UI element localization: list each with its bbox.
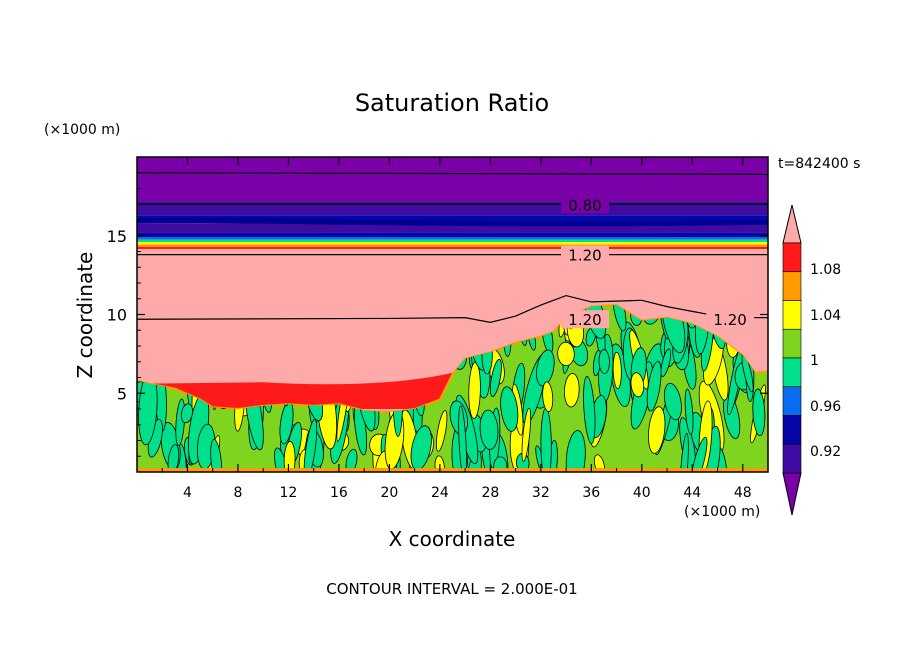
x-unit-label: (×1000 m) bbox=[684, 504, 760, 520]
contour-interval-footer: CONTOUR INTERVAL = 2.000E-01 bbox=[326, 580, 577, 598]
colorbar-swatch bbox=[782, 300, 802, 330]
contour-line-top bbox=[137, 172, 768, 175]
colorbar-swatch bbox=[782, 328, 802, 359]
x-tick-label: 24 bbox=[431, 485, 449, 501]
x-axis-label: X coordinate bbox=[389, 527, 516, 551]
upper-band-b bbox=[137, 201, 768, 216]
contour-label-3: 1.20 bbox=[713, 311, 746, 329]
y-tick-label: 10 bbox=[107, 306, 127, 325]
upper-band-i bbox=[137, 244, 768, 247]
upper-band-f bbox=[137, 237, 768, 240]
x-tick-label: 12 bbox=[280, 485, 298, 501]
colorbar-swatch bbox=[782, 271, 802, 301]
upper-band-e bbox=[137, 232, 768, 238]
contour-label-1: 1.20 bbox=[568, 247, 601, 265]
x-tick-label: 44 bbox=[683, 485, 701, 501]
upper-band-j bbox=[137, 246, 768, 250]
colorbar-top-arrow bbox=[782, 204, 802, 244]
x-tick-label: 16 bbox=[330, 485, 348, 501]
colorbar-swatch bbox=[782, 386, 802, 416]
colorbar-swatch bbox=[782, 357, 802, 388]
upper-band-d bbox=[137, 223, 768, 233]
colorbar-label: 1.08 bbox=[810, 262, 841, 278]
colorbar-label: 1 bbox=[810, 353, 819, 369]
time-label: t=842400 s bbox=[778, 156, 860, 172]
x-tick-label: 48 bbox=[734, 485, 752, 501]
x-tick-label: 32 bbox=[532, 485, 550, 501]
colorbar-label: 0.96 bbox=[810, 399, 841, 415]
x-tick-label: 40 bbox=[633, 485, 651, 501]
upper-band-c bbox=[137, 215, 768, 224]
y-unit-label: (×1000 m) bbox=[44, 122, 120, 138]
colorbar-swatch bbox=[782, 443, 802, 474]
x-tick-label: 4 bbox=[183, 485, 192, 501]
colorbar-swatch bbox=[782, 415, 802, 445]
x-tick-label: 20 bbox=[380, 485, 398, 501]
y-tick-label: 5 bbox=[117, 384, 127, 403]
colorbar-bottom-arrow bbox=[782, 472, 802, 516]
y-axis: 5 10 15 bbox=[107, 172, 768, 457]
contour-label-0: 0.80 bbox=[568, 196, 601, 214]
colorbar-label: 0.92 bbox=[810, 444, 841, 460]
colorbar-swatch bbox=[782, 242, 802, 273]
x-tick-label: 8 bbox=[233, 485, 242, 501]
x-axis: 4 8 12 16 20 24 28 32 36 40 44 48 bbox=[161, 157, 752, 501]
surface-layer bbox=[137, 468, 768, 472]
chart-title: Saturation Ratio bbox=[355, 89, 549, 117]
dark-blue-streak bbox=[137, 217, 768, 227]
upper-band-a bbox=[137, 157, 768, 202]
upper-band-h bbox=[137, 242, 768, 245]
contour-label-2: 1.20 bbox=[568, 311, 601, 329]
x-tick-label: 28 bbox=[481, 485, 499, 501]
colorbar-label: 1.04 bbox=[810, 308, 841, 324]
y-tick-label: 15 bbox=[107, 227, 127, 246]
red-cloud-top bbox=[137, 369, 466, 409]
x-tick-label: 36 bbox=[582, 485, 600, 501]
y-axis-label: Z coordinate bbox=[73, 252, 97, 379]
upper-band-g bbox=[137, 239, 768, 243]
heatmap-field bbox=[137, 157, 768, 472]
contour-labels: 0.80 1.20 1.20 1.20 bbox=[561, 195, 755, 329]
colorbar: 1.08 1.04 1 0.96 0.92 bbox=[782, 204, 841, 516]
